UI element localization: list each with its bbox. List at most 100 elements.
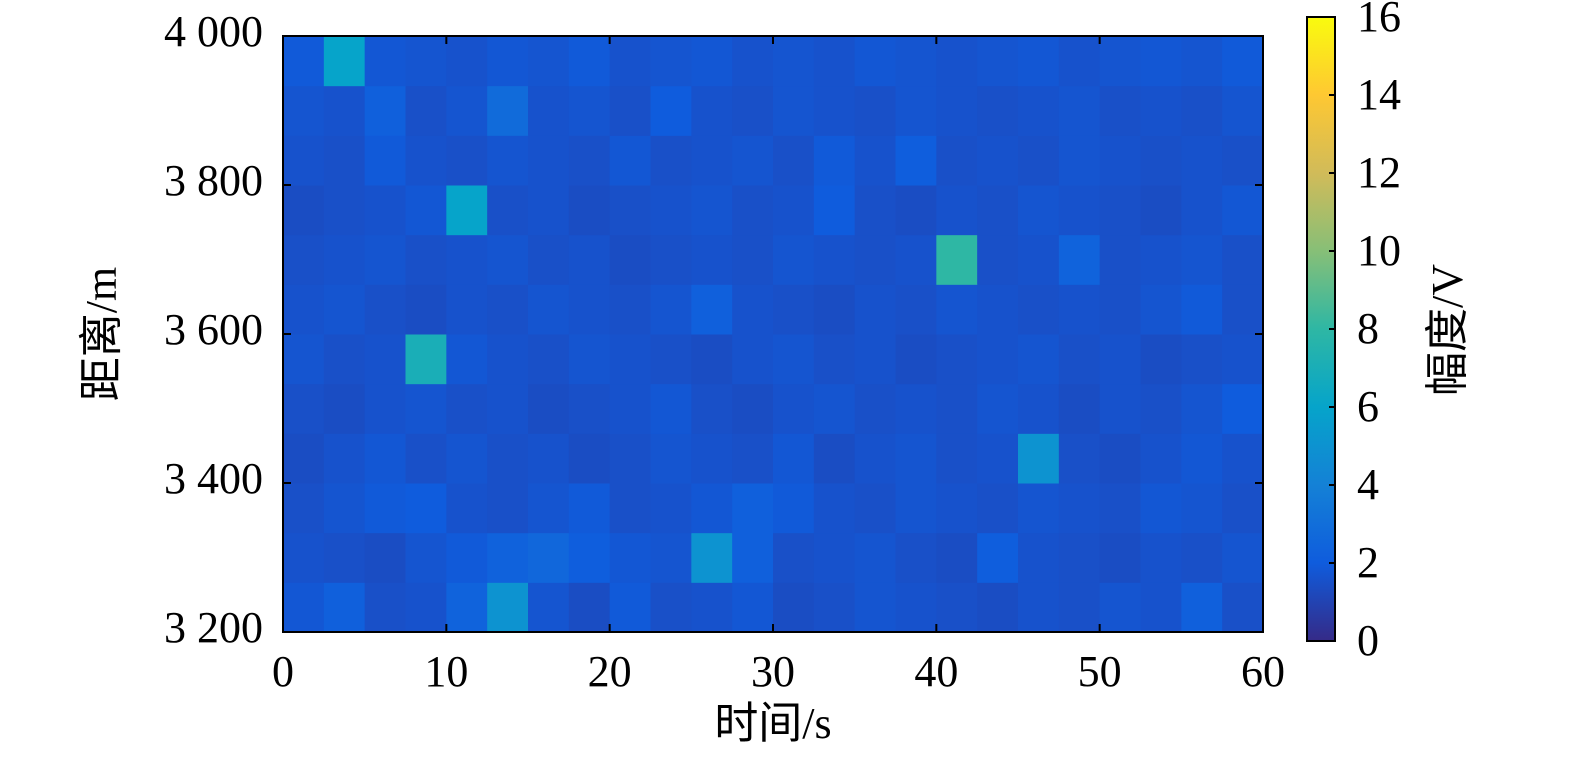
heatmap-cell: [936, 582, 978, 633]
heatmap-cell: [895, 433, 937, 484]
heatmap-cell: [691, 433, 733, 484]
heatmap-cell: [1058, 383, 1101, 434]
heatmap-cell: [323, 234, 366, 285]
heatmap-cell: [1222, 383, 1264, 434]
heatmap-cell: [650, 483, 692, 534]
heatmap-cell: [1099, 85, 1141, 136]
heatmap-cell: [528, 383, 570, 434]
heatmap-cell: [854, 234, 896, 285]
heatmap-cell: [854, 36, 896, 87]
heatmap-cell: [895, 532, 937, 583]
heatmap-cell: [1222, 483, 1264, 534]
heatmap-cell: [773, 483, 815, 534]
x-axis-label: 时间/s: [714, 699, 831, 748]
heatmap-cell: [1181, 36, 1223, 87]
heatmap-cell: [1181, 284, 1223, 335]
heatmap-cell: [283, 85, 325, 136]
heatmap-cell: [568, 135, 611, 186]
heatmap-cell: [487, 532, 529, 583]
heatmap-cell: [977, 135, 1019, 186]
heatmap-cell: [732, 234, 774, 285]
heatmap-cell: [977, 234, 1019, 285]
heatmap-cell: [1181, 433, 1223, 484]
heatmap-cell: [813, 185, 856, 236]
heatmap-cell: [1099, 234, 1141, 285]
heatmap-cell: [1140, 135, 1182, 186]
y-tick-label: 3 600: [164, 305, 263, 354]
heatmap-cell: [1222, 85, 1264, 136]
colorbar-tick-label: 14: [1357, 70, 1401, 119]
heatmap-cell: [487, 135, 529, 186]
heatmap-cell: [1018, 334, 1060, 385]
heatmap-cell: [1222, 334, 1264, 385]
heatmap-cell: [283, 582, 325, 633]
heatmap-cell: [405, 532, 447, 583]
heatmap-cell: [691, 234, 733, 285]
heatmap-cell: [446, 433, 488, 484]
heatmap-cell: [1222, 135, 1264, 186]
heatmap-cell: [364, 234, 406, 285]
heatmap-cell: [568, 532, 611, 583]
heatmap-cell: [1018, 185, 1060, 236]
heatmap-cell: [813, 234, 856, 285]
heatmap-cell: [895, 284, 937, 335]
heatmap-cell: [1058, 483, 1101, 534]
heatmap-cell: [446, 135, 488, 186]
heatmap-cell: [405, 185, 447, 236]
heatmap-cell: [895, 334, 937, 385]
heatmap-cell: [1058, 532, 1101, 583]
heatmap-cell: [364, 383, 406, 434]
heatmap-cell: [773, 234, 815, 285]
heatmap-cell: [1018, 234, 1060, 285]
heatmap-cell: [323, 433, 366, 484]
heatmap-cell: [691, 185, 733, 236]
heatmap-cell: [405, 334, 447, 385]
heatmap-cell: [691, 483, 733, 534]
heatmap-cell: [405, 85, 447, 136]
heatmap-cell: [691, 334, 733, 385]
heatmap-cell: [773, 284, 815, 335]
heatmap-cell: [487, 85, 529, 136]
heatmap-cell: [323, 582, 366, 633]
heatmap-cell: [773, 582, 815, 633]
heatmap-cell: [609, 234, 651, 285]
heatmap-cell: [568, 36, 611, 87]
heatmap-cell: [446, 85, 488, 136]
heatmap-cell: [487, 284, 529, 335]
heatmap-cell: [528, 582, 570, 633]
heatmap-cell: [446, 483, 488, 534]
heatmap-cell: [1099, 334, 1141, 385]
heatmap-cell: [446, 582, 488, 633]
heatmap-cell: [405, 483, 447, 534]
heatmap-cell: [568, 433, 611, 484]
heatmap-cell: [1058, 433, 1101, 484]
heatmap-cell: [1140, 234, 1182, 285]
heatmap-cell: [1181, 185, 1223, 236]
heatmap-cell: [650, 135, 692, 186]
heatmap-cell: [977, 334, 1019, 385]
heatmap-cell: [813, 334, 856, 385]
heatmap-cell: [813, 85, 856, 136]
heatmap-cell: [691, 36, 733, 87]
heatmap-cell: [283, 433, 325, 484]
heatmap-cell: [1058, 582, 1101, 633]
heatmap-cell: [732, 433, 774, 484]
heatmap-cell: [650, 185, 692, 236]
heatmap-cell: [732, 383, 774, 434]
heatmap-cell: [773, 532, 815, 583]
heatmap-cell: [1181, 532, 1223, 583]
heatmap-cell: [528, 334, 570, 385]
heatmap-cell: [813, 532, 856, 583]
heatmap-cell: [1140, 36, 1182, 87]
heatmap-cell: [364, 284, 406, 335]
heatmap-cell: [1099, 284, 1141, 335]
heatmap-cell: [1140, 185, 1182, 236]
heatmap-cell: [1099, 36, 1141, 87]
heatmap-cell: [773, 383, 815, 434]
x-tick-label: 0: [272, 647, 294, 696]
heatmap-cell: [977, 36, 1019, 87]
heatmap-cell: [691, 582, 733, 633]
heatmap-cell: [283, 135, 325, 186]
heatmap-cell: [528, 483, 570, 534]
heatmap-cell: [283, 383, 325, 434]
